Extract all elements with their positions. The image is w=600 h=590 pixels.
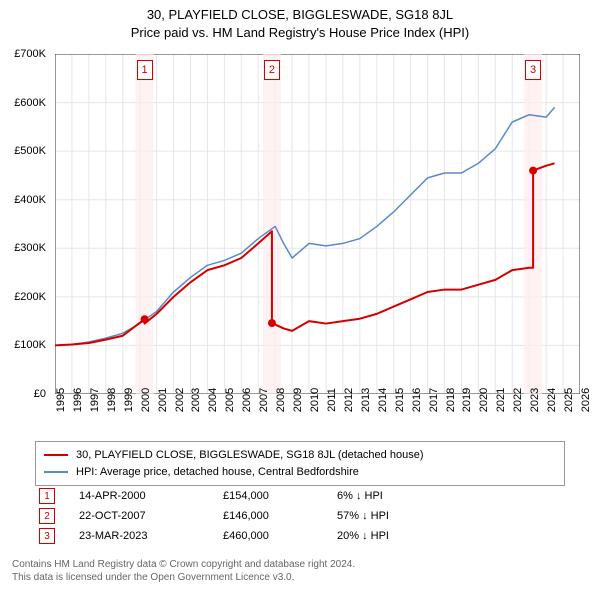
footer-line1: Contains HM Land Registry data © Crown c… [12,558,355,571]
x-tick-label: 2004 [207,388,219,412]
sale-hpi: 20% ↓ HPI [337,530,437,542]
x-tick-label: 2002 [174,388,186,412]
sale-hpi: 57% ↓ HPI [337,510,437,522]
sale-row: 3 23-MAR-2023 £460,000 20% ↓ HPI [35,526,565,546]
chart-container: 30, PLAYFIELD CLOSE, BIGGLESWADE, SG18 8… [0,0,600,590]
sale-number-box: 2 [39,508,55,524]
x-tick-label: 2022 [512,388,524,412]
x-tick-label: 2018 [445,388,457,412]
chart-svg [55,54,580,394]
sale-row: 1 14-APR-2000 £154,000 6% ↓ HPI [35,486,565,506]
sale-price: £154,000 [223,490,313,502]
x-tick-label: 2012 [343,388,355,412]
x-tick-label: 2011 [326,388,338,412]
legend-label: HPI: Average price, detached house, Cent… [76,464,359,481]
legend-label: 30, PLAYFIELD CLOSE, BIGGLESWADE, SG18 8… [76,447,423,464]
x-tick-label: 2021 [495,388,507,412]
legend-item: HPI: Average price, detached house, Cent… [44,464,556,481]
y-tick-label: £300K [14,242,46,254]
sale-hpi: 6% ↓ HPI [337,490,437,502]
x-tick-label: 2019 [461,388,473,412]
sale-date: 14-APR-2000 [79,490,199,502]
sale-price: £146,000 [223,510,313,522]
x-tick-label: 2024 [546,388,558,412]
footer: Contains HM Land Registry data © Crown c… [12,558,355,584]
x-tick-label: 2016 [411,388,423,412]
x-tick-label: 2007 [258,388,270,412]
x-tick-label: 2026 [580,388,592,412]
sale-row: 2 22-OCT-2007 £146,000 57% ↓ HPI [35,506,565,526]
y-tick-label: £200K [14,291,46,303]
title-address: 30, PLAYFIELD CLOSE, BIGGLESWADE, SG18 8… [0,6,600,24]
x-tick-label: 2010 [309,388,321,412]
x-tick-label: 2013 [360,388,372,412]
x-tick-label: 2017 [428,388,440,412]
sale-price: £460,000 [223,530,313,542]
sale-number-box: 1 [39,488,55,504]
y-tick-label: £500K [14,145,46,157]
x-axis: 1995199619971998199920002001200220032004… [55,396,580,436]
x-tick-label: 2014 [377,388,389,412]
x-tick-label: 2009 [292,388,304,412]
x-tick-label: 2015 [394,388,406,412]
chart-plot-area: 1 2 3 [55,54,580,394]
x-tick-label: 1997 [89,388,101,412]
x-tick-label: 2001 [157,388,169,412]
y-tick-label: £0 [34,388,46,400]
sale-marker: 3 [525,60,541,80]
x-tick-label: 2003 [190,388,202,412]
y-axis: £0£100K£200K£300K£400K£500K£600K£700K [0,54,50,394]
sale-marker: 1 [137,60,153,80]
legend-swatch [44,471,68,473]
x-tick-label: 2006 [241,388,253,412]
x-tick-label: 2005 [224,388,236,412]
sales-table: 1 14-APR-2000 £154,000 6% ↓ HPI 2 22-OCT-2007… [35,486,565,546]
x-tick-label: 2008 [275,388,287,412]
sale-date: 23-MAR-2023 [79,530,199,542]
x-tick-label: 2025 [563,388,575,412]
legend-box: 30, PLAYFIELD CLOSE, BIGGLESWADE, SG18 8… [35,441,565,486]
x-tick-label: 2023 [529,388,541,412]
legend-item: 30, PLAYFIELD CLOSE, BIGGLESWADE, SG18 8… [44,447,556,464]
y-tick-label: £600K [14,97,46,109]
sale-date: 22-OCT-2007 [79,510,199,522]
x-tick-label: 1995 [55,388,67,412]
sale-marker: 2 [264,60,280,80]
x-tick-label: 1998 [106,388,118,412]
title-subtitle: Price paid vs. HM Land Registry's House … [0,24,600,42]
footer-line2: This data is licensed under the Open Gov… [12,571,355,584]
y-tick-label: £700K [14,48,46,60]
y-tick-label: £100K [14,339,46,351]
x-tick-label: 2020 [478,388,490,412]
x-tick-label: 1996 [72,388,84,412]
legend-swatch [44,454,68,456]
x-tick-label: 1999 [123,388,135,412]
y-tick-label: £400K [14,194,46,206]
sale-number-box: 3 [39,528,55,544]
x-tick-label: 2000 [140,388,152,412]
title-area: 30, PLAYFIELD CLOSE, BIGGLESWADE, SG18 8… [0,0,600,42]
